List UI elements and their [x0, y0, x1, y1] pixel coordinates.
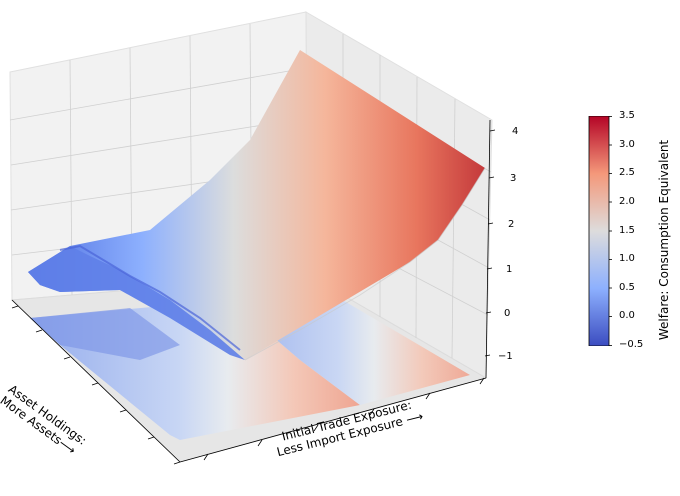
colorbar-tick-label: 2.5 — [619, 167, 635, 178]
surface-edge-line — [244, 167, 486, 361]
y-tick-mark — [35, 329, 43, 333]
x-tick-mark — [479, 377, 485, 385]
colorbar-tick-label: 3.5 — [619, 110, 635, 121]
colorbar-tick-label: 1.0 — [619, 253, 635, 264]
z-tick-label: 4 — [512, 126, 519, 137]
x-tick-mark — [425, 392, 431, 400]
colorbar — [588, 116, 612, 346]
colorbar-tick-label: 0.0 — [619, 310, 635, 321]
colorbar-tick-label: 3.0 — [619, 139, 635, 150]
z-tick-label: 1 — [506, 264, 513, 275]
z-tick-mark — [488, 176, 495, 179]
colorbar-tick-label: 1.5 — [619, 225, 635, 236]
x-tick-mark — [313, 424, 319, 432]
colorbar-label: Welfare: Consumption Equivalent — [657, 139, 671, 341]
surface-ridge-line — [59, 244, 241, 351]
surface — [28, 50, 486, 361]
z-tick-mark — [485, 311, 492, 314]
z-tick-label: 3 — [510, 173, 517, 184]
z-tick-mark — [486, 267, 493, 270]
colorbar-tick-label: 2.0 — [619, 196, 635, 207]
z-tick-label: 0 — [504, 308, 511, 319]
axis-ticks — [11, 119, 491, 463]
z-tick-mark — [489, 129, 496, 132]
x-tick-mark — [257, 439, 263, 447]
colorbar-tick-label: 0.5 — [619, 282, 635, 293]
y-tick-mark — [147, 436, 155, 440]
colorbar-tick-label: −0.5 — [619, 339, 644, 350]
x-tick-mark — [203, 453, 209, 461]
z-tick-marks — [11, 129, 496, 465]
z-tick-label: −1 — [498, 351, 513, 362]
z-tick-mark — [487, 222, 494, 225]
y-tick-mark — [63, 356, 71, 360]
x-tick-mark — [369, 408, 375, 416]
y-tick-mark — [91, 382, 99, 386]
z-tick-mark — [484, 354, 491, 357]
surface-front-ridge — [28, 246, 245, 360]
y-tick-mark — [11, 305, 19, 309]
projection-dark — [30, 308, 180, 360]
y-tick-mark — [119, 409, 127, 413]
z-tick-label: 2 — [508, 219, 515, 230]
y-tick-mark — [173, 461, 181, 465]
